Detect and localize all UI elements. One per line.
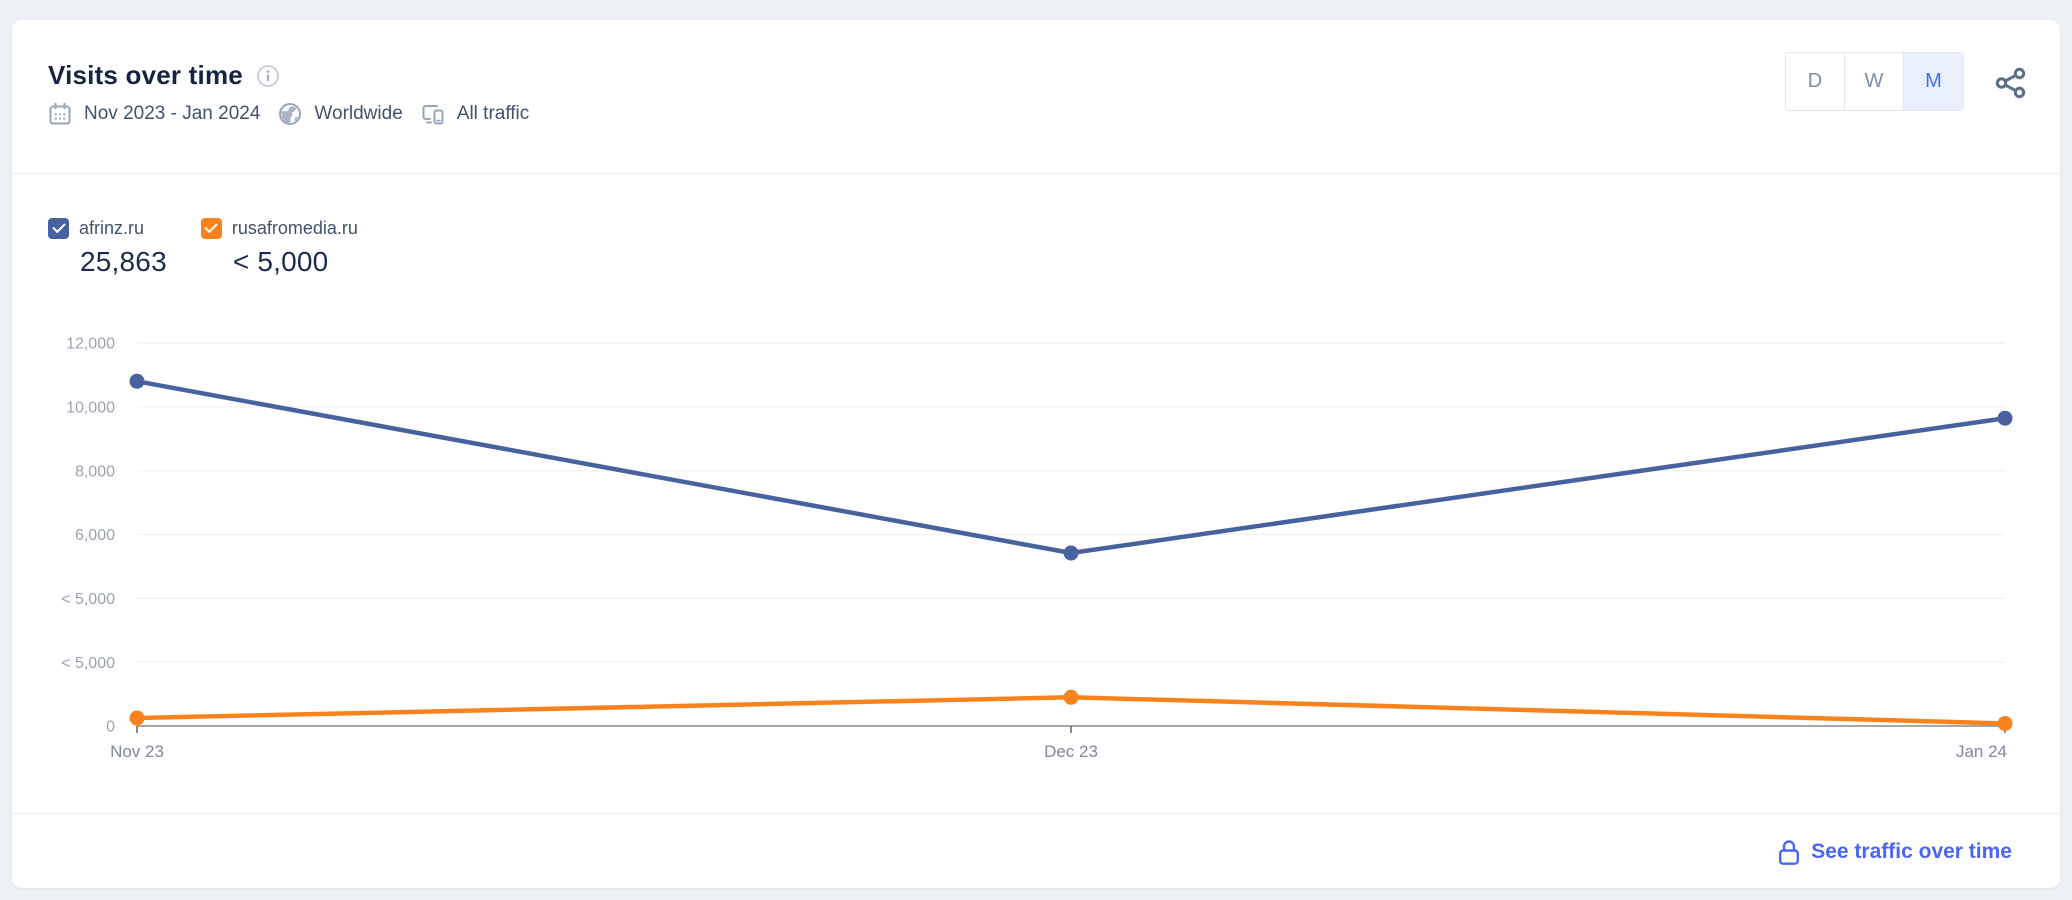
data-point-afrinz.ru xyxy=(1063,545,1079,561)
info-icon[interactable] xyxy=(257,64,279,87)
share-button[interactable] xyxy=(1993,65,2029,101)
granularity-day-button[interactable]: D xyxy=(1786,53,1845,110)
see-traffic-over-time-link[interactable]: See traffic over time xyxy=(1778,836,2012,868)
granularity-month-button[interactable]: M xyxy=(1904,53,1963,110)
footer-divider xyxy=(12,813,2060,814)
data-point-rusafromedia.ru xyxy=(1063,689,1079,705)
card-header: Visits over time xyxy=(48,60,279,91)
data-point-rusafromedia.ru xyxy=(1997,715,2013,731)
header-divider xyxy=(12,173,2060,174)
visits-line-chart: 12,000 10,000 8,000 6,000 < 5,000 < 5,000 0 Nov… xyxy=(12,320,2060,790)
data-point-afrinz.ru xyxy=(1997,410,2013,426)
y-axis-tick-label: 0 xyxy=(106,719,115,736)
page-title: Visits over time xyxy=(48,60,243,90)
data-point-rusafromedia.ru xyxy=(129,710,145,726)
traffic-filter[interactable]: All traffic xyxy=(456,103,530,124)
y-axis-tick-label: 8,000 xyxy=(75,463,115,480)
legend-item-afrinz: afrinz.ru 25,863 xyxy=(48,218,167,278)
region-filter[interactable]: Worldwide xyxy=(314,103,403,124)
footer-link-label: See traffic over time xyxy=(1811,840,2012,863)
lock-icon xyxy=(1779,839,1800,865)
globe-icon xyxy=(279,103,302,125)
chart-legend: afrinz.ru 25,863 rusafromedia.ru < 5,000 xyxy=(48,218,358,278)
visits-over-time-card: Visits over time Nov 2023 - Jan 2024 Wor… xyxy=(12,20,2060,888)
legend-item-rusafromedia: rusafromedia.ru < 5,000 xyxy=(200,218,358,278)
y-axis-tick-label: 6,000 xyxy=(75,527,115,544)
granularity-switch: D W M xyxy=(1785,52,1964,111)
data-point-afrinz.ru xyxy=(129,373,145,389)
chart-canvas[interactable]: 12,000 10,000 8,000 6,000 < 5,000 < 5,000 0 Nov… xyxy=(12,320,2060,790)
legend-site-label: rusafromedia.ru xyxy=(231,218,358,238)
y-axis-tick-label: 10,000 xyxy=(66,399,115,416)
x-axis-tick-label: Dec 23 xyxy=(1044,742,1098,761)
rusafromedia-checkbox[interactable] xyxy=(200,218,222,239)
legend-site-total: < 5,000 xyxy=(232,246,329,277)
share-icon xyxy=(1995,67,2026,99)
calendar-icon xyxy=(49,102,71,125)
x-axis-tick-label: Jan 24 xyxy=(1956,742,2007,761)
report-scope-bar: Nov 2023 - Jan 2024 Worldwide All traffi… xyxy=(48,102,535,126)
legend-site-label: afrinz.ru xyxy=(79,218,145,238)
legend-site-total: 25,863 xyxy=(80,246,167,277)
y-axis-tick-label: < 5,000 xyxy=(61,655,115,672)
date-range[interactable]: Nov 2023 - Jan 2024 xyxy=(84,103,261,124)
granularity-week-button[interactable]: W xyxy=(1845,53,1904,110)
x-axis-tick-label: Nov 23 xyxy=(110,742,164,761)
all-traffic-icon xyxy=(422,105,444,125)
y-axis-tick-label: < 5,000 xyxy=(61,591,115,608)
afrinz-checkbox[interactable] xyxy=(48,218,69,239)
y-axis-tick-label: 12,000 xyxy=(66,336,115,353)
